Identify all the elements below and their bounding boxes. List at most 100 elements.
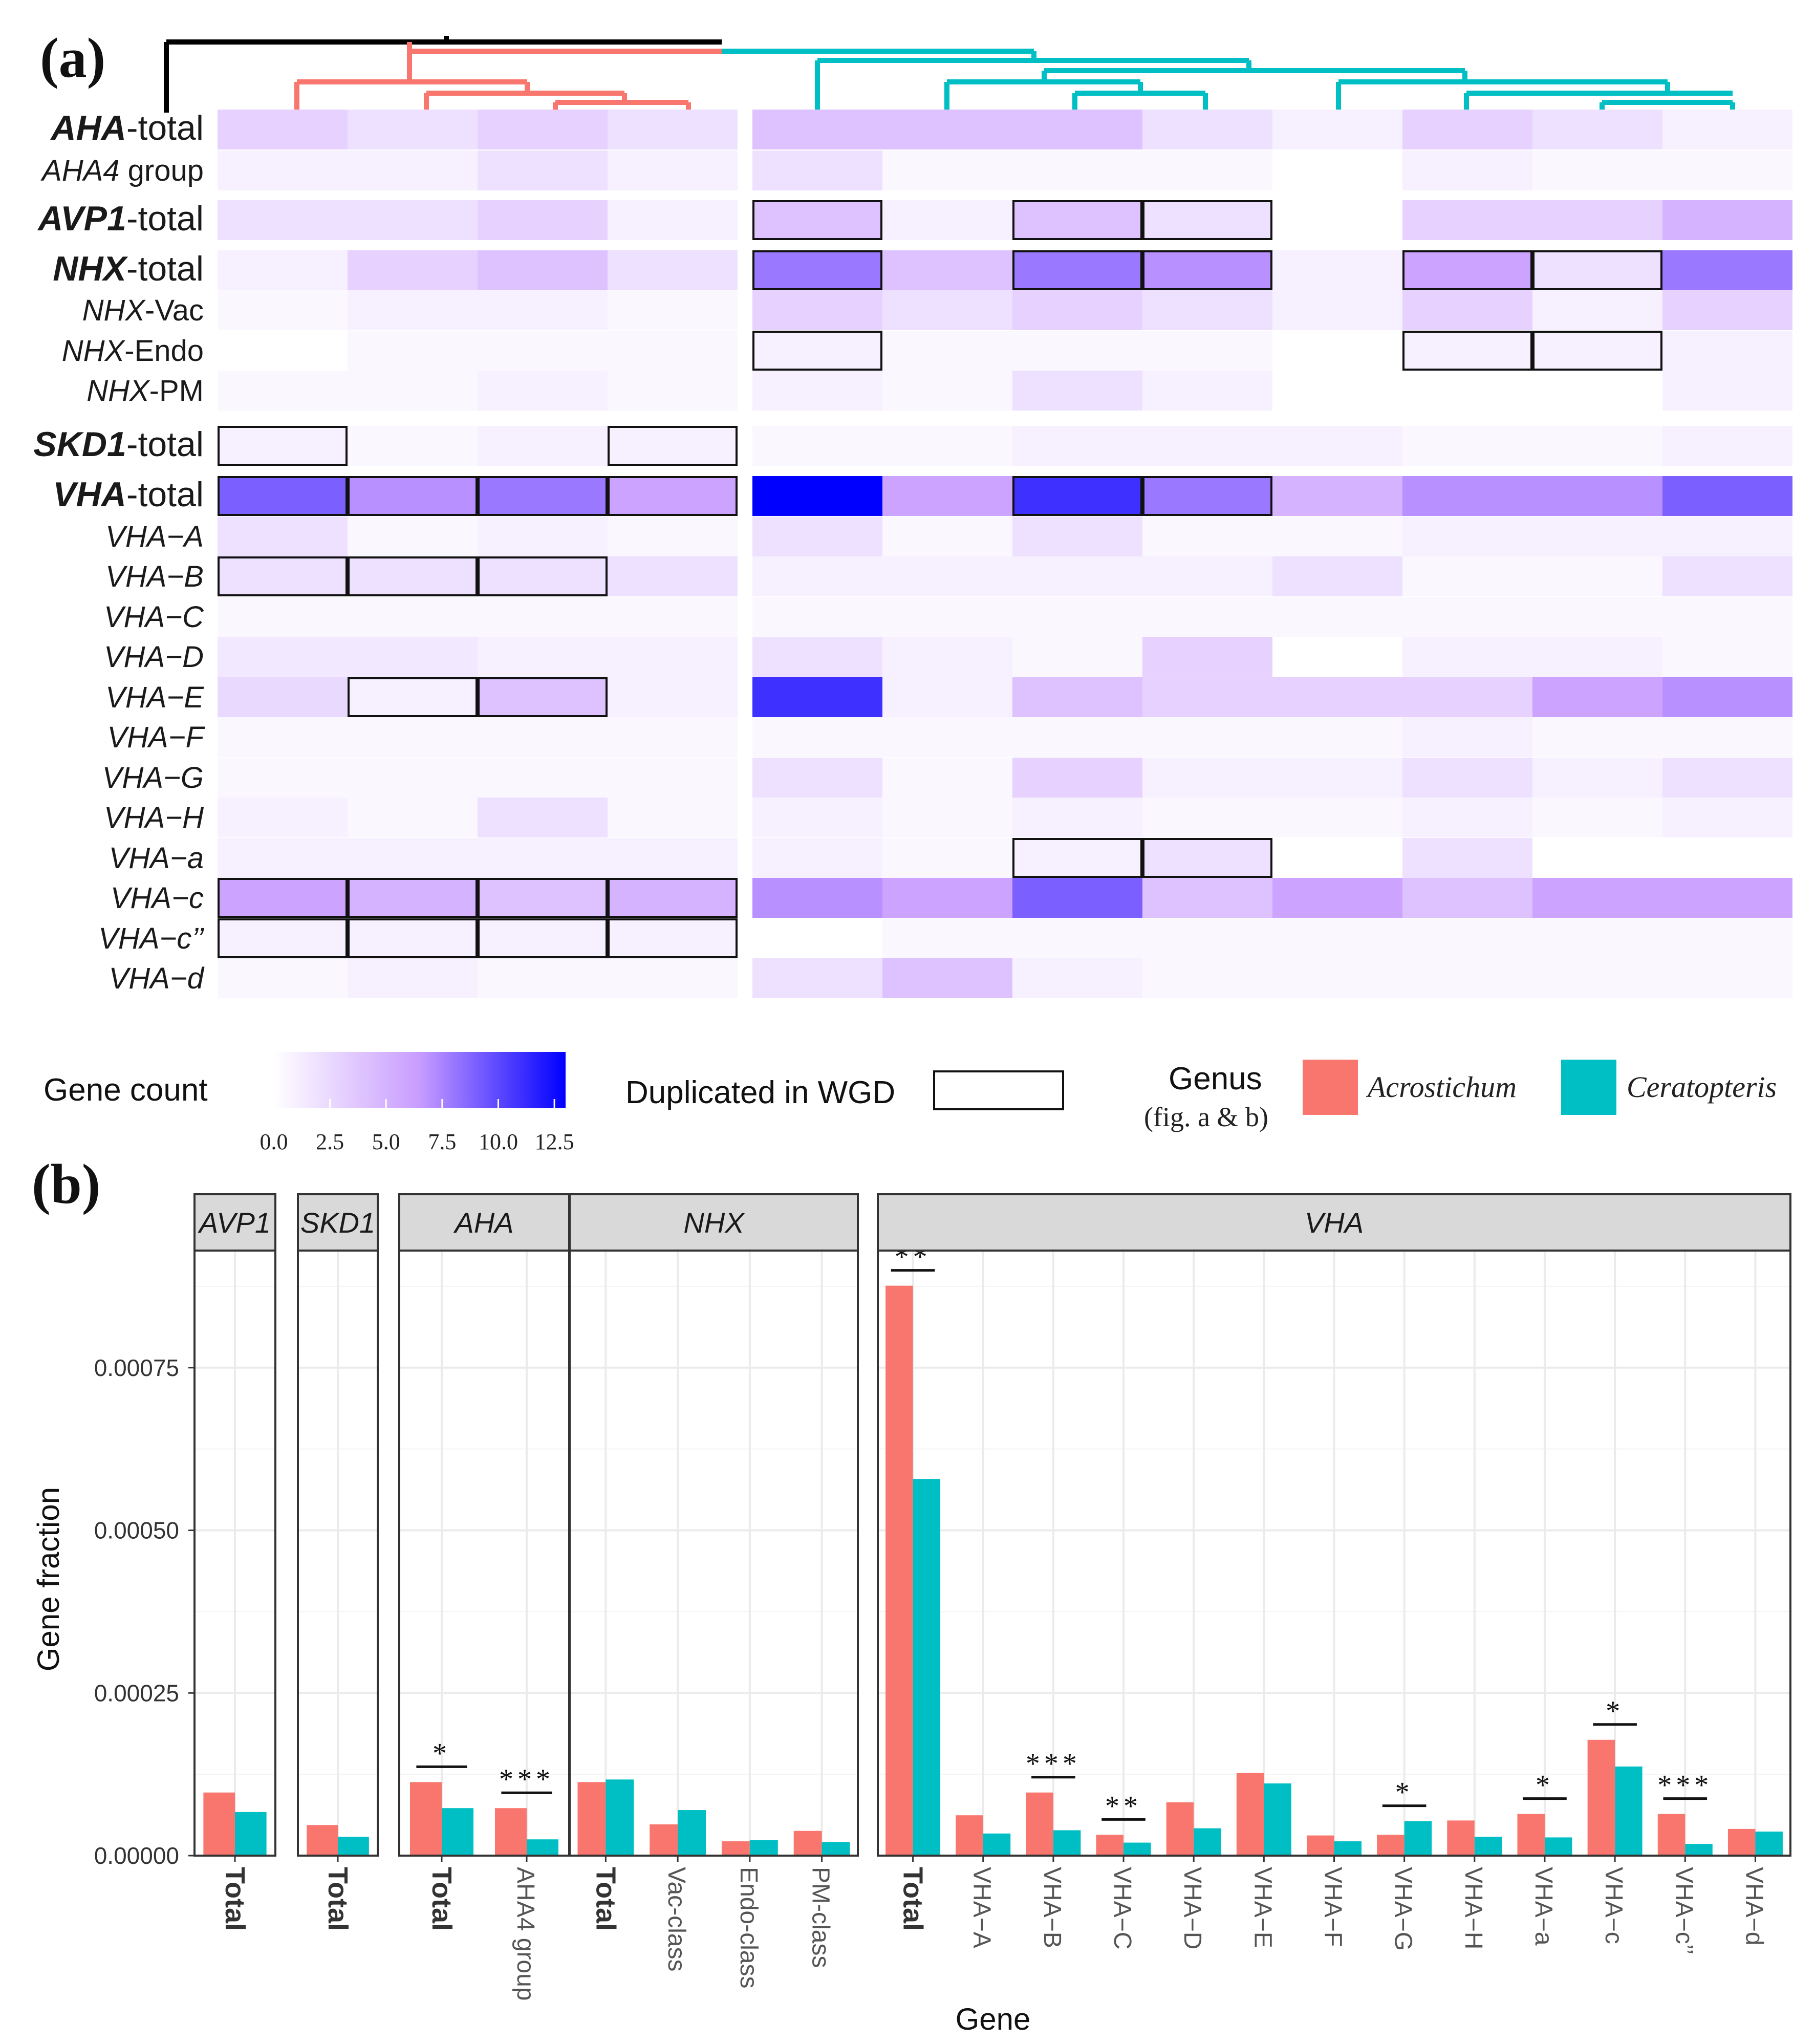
gene-count-legend-title: Gene count xyxy=(44,1072,208,1108)
heatmap-cell xyxy=(1402,677,1532,717)
heatmap-cell xyxy=(1012,878,1142,918)
heatmap-cell xyxy=(478,637,608,677)
bar-ceratopteris xyxy=(1194,1828,1221,1856)
heatmap-cell xyxy=(478,878,608,918)
x-tick-label: VHA−E xyxy=(1249,1867,1276,1948)
bar-ceratopteris xyxy=(606,1779,634,1856)
y-axis-title: Gene fraction xyxy=(31,1487,66,1671)
heatmap-cell xyxy=(1142,798,1272,837)
heatmap-row-label: NHX-Vac xyxy=(82,294,204,327)
bar-acrostichum xyxy=(1727,1828,1756,1856)
significance-stars: * xyxy=(433,1737,451,1769)
heatmap-cell xyxy=(1012,637,1142,677)
heatmap-cell xyxy=(478,918,608,958)
heatmap-cell xyxy=(348,758,478,798)
heatmap-cell xyxy=(1532,371,1662,411)
heatmap-cell xyxy=(1142,371,1272,411)
heatmap-cell xyxy=(752,838,882,878)
heatmap-cell xyxy=(218,150,348,190)
facet-strip-label: VHA xyxy=(1305,1207,1364,1239)
heatmap-cell xyxy=(882,597,1012,637)
wgd-duplicated-marker xyxy=(218,556,348,596)
colorbar-tick-label: 7.5 xyxy=(428,1129,456,1154)
heatmap-cell xyxy=(1532,331,1662,371)
heatmap-cell xyxy=(1012,426,1142,466)
heatmap-cell xyxy=(348,476,478,516)
heatmap-cell xyxy=(608,250,738,290)
heatmap-cell xyxy=(1532,758,1662,798)
bar-acrostichum xyxy=(1026,1792,1053,1856)
heatmap-cell xyxy=(348,637,478,677)
heatmap-cell xyxy=(1142,717,1272,757)
heatmap-cell xyxy=(478,838,608,878)
wgd-duplicated-marker xyxy=(348,918,478,958)
heatmap-cell xyxy=(1012,597,1142,637)
heatmap-cell xyxy=(218,878,348,918)
heatmap-cell xyxy=(1662,150,1792,190)
heatmap-cell xyxy=(1272,878,1402,918)
heatmap-cell xyxy=(1012,290,1142,330)
heatmap-cell xyxy=(752,556,882,596)
heatmap-cell xyxy=(608,150,738,190)
heatmap-cell xyxy=(1142,426,1272,466)
wgd-duplicated-marker xyxy=(752,250,882,290)
bar-acrostichum xyxy=(721,1841,750,1856)
heatmap-cell xyxy=(348,110,478,149)
heatmap-cell xyxy=(752,918,882,958)
y-tick-label: 0.00075 xyxy=(94,1354,179,1381)
heatmap-row-label: AHA-total xyxy=(50,109,204,147)
heatmap-cell xyxy=(1662,717,1792,757)
heatmap-cell xyxy=(1402,517,1532,556)
facet-strip-label: AVP1 xyxy=(198,1207,271,1239)
genus-legend-title: Genus xyxy=(1169,1061,1262,1096)
heatmap-row-label: VHA−a xyxy=(109,842,204,875)
heatmap-cell xyxy=(1012,250,1142,290)
bar-ceratopteris xyxy=(1755,1831,1783,1856)
heatmap-cell xyxy=(752,677,882,717)
x-tick-label: VHA−G xyxy=(1390,1867,1417,1951)
dendrogram xyxy=(164,36,1735,113)
heatmap-cell xyxy=(1532,798,1662,837)
heatmap-cell xyxy=(1012,717,1142,757)
colorbar-tick-label: 2.5 xyxy=(316,1129,344,1154)
heatmap-cell xyxy=(1272,476,1402,516)
heatmap-cell xyxy=(608,556,738,596)
wgd-duplicated-marker xyxy=(478,677,608,717)
heatmap-cell xyxy=(752,250,882,290)
heatmap-cell xyxy=(218,200,348,240)
wgd-duplicated-marker xyxy=(348,677,478,717)
heatmap-cell xyxy=(1142,250,1272,290)
heatmap-cell xyxy=(882,371,1012,411)
heatmap-cell xyxy=(608,110,738,149)
heatmap-cell xyxy=(882,958,1012,998)
heatmap-cell xyxy=(752,758,882,798)
heatmap-cell xyxy=(348,426,478,466)
bar-acrostichum xyxy=(1377,1835,1405,1856)
heatmap-cell xyxy=(478,331,608,371)
bar-ceratopteris xyxy=(338,1837,369,1856)
heatmap-cell xyxy=(1272,838,1402,878)
x-tick-label: VHA−D xyxy=(1179,1867,1206,1949)
heatmap-cell xyxy=(882,717,1012,757)
bar-ceratopteris xyxy=(1544,1837,1572,1856)
heatmap-cell xyxy=(882,878,1012,918)
heatmap-cell xyxy=(1662,371,1792,411)
heatmap-cell xyxy=(1272,110,1402,149)
heatmap-cell xyxy=(608,677,738,717)
heatmap-cell xyxy=(608,290,738,330)
bar-acrostichum xyxy=(1587,1739,1615,1856)
wgd-duplicated-marker xyxy=(478,878,608,918)
heatmap-cell xyxy=(1142,838,1272,878)
wgd-duplicated-marker xyxy=(218,426,348,466)
x-tick-label: Total xyxy=(898,1867,928,1931)
heatmap-cell xyxy=(1532,110,1662,149)
heatmap-cell xyxy=(1272,426,1402,466)
heatmap-cell xyxy=(348,878,478,918)
facet-strip-label: NHX xyxy=(683,1207,745,1239)
heatmap-cell xyxy=(752,371,882,411)
heatmap-cell xyxy=(752,717,882,757)
heatmap-cell xyxy=(1012,331,1142,371)
heatmap-cell xyxy=(218,556,348,596)
heatmap-cell xyxy=(1662,250,1792,290)
heatmap-cell xyxy=(1662,426,1792,466)
